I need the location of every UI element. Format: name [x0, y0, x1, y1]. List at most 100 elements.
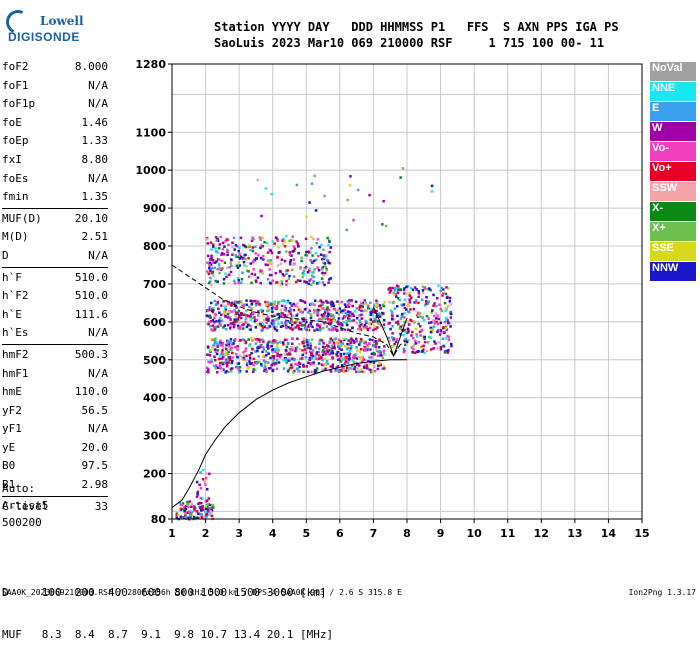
echo-point: [296, 305, 299, 309]
echo-point: [388, 339, 392, 343]
echo-point: [271, 368, 275, 372]
echo-point: [236, 366, 239, 369]
echo-point: [323, 256, 326, 259]
echo-point: [261, 322, 265, 325]
echo-point: [413, 301, 416, 304]
param-value: 56.5: [81, 403, 109, 417]
echo-point: [321, 281, 325, 284]
echo-point: [292, 308, 296, 312]
echo-point: [200, 513, 204, 516]
echo-point: [273, 327, 277, 331]
echo-point: [196, 516, 199, 520]
echo-point: [280, 299, 284, 303]
echo-point: [209, 280, 212, 283]
param-row: hmF2 500.3: [2, 346, 108, 365]
echo-point: [198, 483, 201, 487]
echo-point: [441, 294, 444, 297]
echo-point: [228, 355, 232, 359]
echo-point: [245, 354, 248, 358]
echo-point: [405, 285, 408, 289]
echo-point: [343, 328, 346, 332]
param-name: C-level: [2, 499, 49, 513]
echo-point: [382, 326, 386, 329]
echo-point: [308, 267, 312, 270]
muf-table: D 100 200 400 600 800 1000 1500 3000 [km…: [2, 558, 333, 656]
echo-point: [315, 351, 319, 354]
echo-point: [221, 241, 225, 245]
echo-point: [437, 328, 440, 332]
echo-point: [358, 370, 362, 373]
echo-point: [254, 368, 257, 372]
echo-point: [375, 342, 379, 345]
echo-point: [240, 312, 243, 315]
x-tick-label: 7: [370, 527, 378, 540]
echo-point: [238, 366, 242, 369]
echo-point: [241, 304, 244, 307]
echo-point: [218, 364, 222, 367]
echo-point: [297, 342, 301, 346]
echo-point: [259, 246, 262, 250]
echo-point: [355, 361, 358, 365]
echo-point: [343, 303, 347, 306]
echo-point: [358, 306, 361, 309]
echo-point: [327, 261, 330, 264]
echo-point: [337, 338, 341, 342]
echo-point: [390, 345, 394, 349]
echo-point: [205, 476, 208, 480]
echo-point: [283, 304, 287, 308]
echo-point: [219, 235, 223, 239]
echo-point: [303, 301, 307, 304]
echo-point: [314, 209, 318, 212]
echo-point: [277, 316, 281, 320]
echo-point: [232, 279, 236, 283]
echo-point: [277, 322, 280, 326]
echo-point: [251, 300, 254, 303]
param-value: 33: [94, 499, 108, 513]
echo-point: [430, 328, 433, 331]
echo-point: [240, 278, 244, 281]
echo-point: [207, 368, 210, 371]
echo-point: [448, 300, 452, 303]
echo-point: [363, 303, 367, 306]
echo-point: [264, 368, 267, 371]
param-value: N/A: [88, 78, 108, 92]
param-value: 97.5: [81, 459, 109, 473]
echo-point: [252, 363, 255, 367]
echo-point: [233, 309, 236, 312]
echo-point: [291, 357, 294, 360]
echo-point: [329, 246, 333, 249]
echo-point: [241, 271, 244, 274]
echo-point: [430, 184, 434, 188]
echo-point: [208, 513, 211, 516]
echo-point: [363, 341, 366, 345]
echo-point: [350, 299, 353, 302]
param-separator: [2, 207, 108, 209]
echo-point: [360, 370, 364, 373]
echo-point: [411, 330, 414, 334]
y-tick-label: 800: [143, 240, 166, 253]
echo-point: [205, 513, 209, 516]
echo-point: [348, 299, 351, 302]
echo-point: [260, 325, 263, 329]
echo-point: [322, 301, 325, 304]
echo-point: [332, 326, 335, 330]
echo-point: [227, 273, 231, 277]
echo-point: [318, 318, 321, 321]
echo-point: [218, 243, 222, 246]
echo-point: [340, 328, 344, 331]
echo-point: [226, 323, 230, 327]
echo-point: [220, 252, 224, 255]
echo-point: [347, 314, 351, 318]
echo-point: [288, 327, 292, 330]
echo-point: [202, 508, 205, 512]
echo-point: [260, 269, 264, 273]
true-height-profile: [171, 359, 407, 508]
echo-point: [444, 309, 447, 312]
echo-point: [236, 355, 239, 359]
param-name: M(D): [2, 230, 29, 244]
echo-point: [370, 369, 373, 372]
echo-point: [362, 327, 366, 330]
echo-point: [289, 301, 292, 305]
echo-point: [283, 240, 286, 243]
echo-point: [344, 360, 348, 363]
